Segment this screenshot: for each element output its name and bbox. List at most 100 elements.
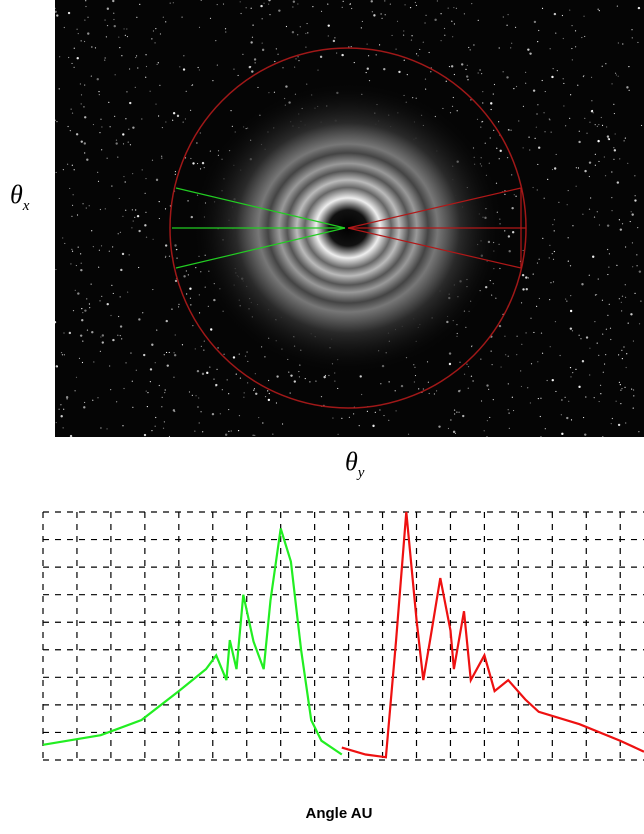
speckle [253,388,256,390]
speckle [547,178,549,180]
speckle [91,46,93,48]
speckle [291,31,295,34]
speckle [112,292,114,295]
speckle [56,120,58,123]
speckle [268,0,271,2]
speckle [129,101,132,105]
speckle [389,3,391,5]
speckle [251,70,254,73]
speckle [508,129,511,131]
speckle [367,55,370,57]
speckle [81,319,84,322]
speckle [499,149,502,153]
speckle [164,208,167,210]
speckle [129,144,132,146]
speckle [617,42,619,44]
speckle [415,53,418,55]
speckle [507,235,511,238]
speckle [406,74,408,76]
speckle [101,126,103,128]
speckle [409,7,412,9]
speckle [425,88,427,90]
speckle [55,421,57,424]
speckle [68,331,72,335]
speckle [200,411,202,413]
speckle [334,380,336,382]
speckle [183,55,185,57]
speckle [332,417,334,419]
speckle [178,303,180,305]
speckle [219,413,221,415]
speckle [541,352,544,354]
speckle [578,140,581,144]
speckle [174,173,176,175]
speckle [498,158,500,160]
speckle [62,427,64,429]
speckle [72,194,74,196]
speckle [350,46,352,48]
speckle [71,164,73,166]
speckle [565,298,567,300]
speckle [483,430,485,432]
speckle [490,102,493,105]
speckle [261,42,263,44]
speckle [552,223,554,226]
speckle [226,379,228,381]
speckle [589,374,591,376]
speckle [537,146,541,149]
speckle [348,416,351,418]
speckle [169,2,171,4]
speckle [624,284,626,286]
speckle [575,368,577,370]
speckle [122,215,124,218]
speckle [537,40,539,43]
speckle [595,294,598,296]
speckle [98,94,100,96]
speckle [606,126,608,128]
speckle [334,37,336,39]
speckle [536,113,538,115]
speckle [454,413,456,415]
speckle [589,347,591,349]
speckle [275,48,277,50]
speckle [70,263,72,265]
speckle [507,383,509,385]
speckle [527,277,529,279]
speckle [366,43,368,45]
x-axis-label: θy [345,447,365,481]
speckle [60,404,62,406]
data-line [42,528,343,756]
speckle [104,208,106,210]
speckle [91,230,93,232]
speckle [80,262,82,264]
speckle [388,381,390,383]
speckle [542,237,544,239]
speckle [122,425,124,427]
speckle [253,58,257,61]
speckle [598,354,600,356]
speckle [80,40,82,42]
speckle [126,28,128,30]
speckle [67,125,69,128]
speckle [141,169,143,171]
speckle [414,1,417,4]
speckle [190,304,192,306]
speckle [407,433,410,435]
speckle [85,5,87,8]
speckle [145,65,148,68]
speckle [238,353,240,355]
speckle [581,36,583,39]
speckle [590,76,593,78]
speckle [298,370,300,373]
speckle [135,209,137,211]
speckle [581,283,584,286]
speckle [105,36,107,38]
speckle [297,3,299,5]
speckle [599,384,602,386]
speckle [490,108,492,111]
speckle [624,386,626,388]
speckle [171,308,173,310]
speckle [165,21,167,23]
speckle [634,199,637,202]
speckle [71,215,73,217]
